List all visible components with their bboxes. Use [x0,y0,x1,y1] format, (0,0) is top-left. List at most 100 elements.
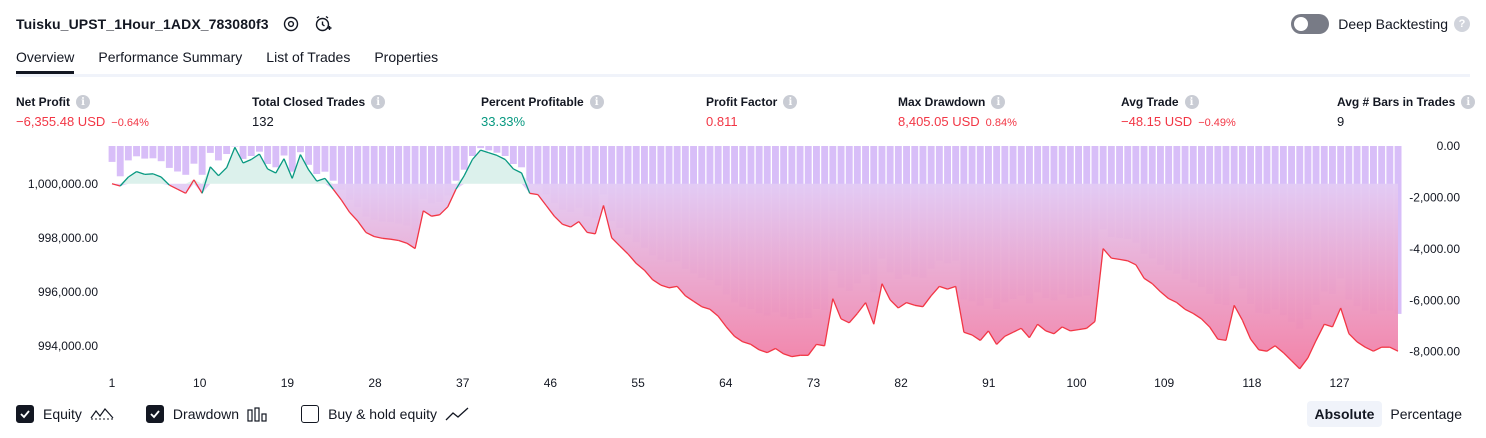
equity-segment [635,262,645,271]
equity-segment [783,353,793,358]
equity-segment [455,175,465,190]
tab-list-of-trades[interactable]: List of Trades [266,49,351,65]
metric-value: 9 [1337,114,1345,129]
equity-segment [1241,319,1252,340]
drawdown-bar [165,146,173,168]
equity-segment [169,184,178,190]
percentage-button[interactable]: Percentage [1390,406,1462,422]
equity-segment [1192,312,1202,320]
drawdown-bar [452,146,460,181]
deep-backtesting-toggle[interactable] [1291,14,1330,34]
metric-value: −48.15 USD [1121,114,1193,129]
absolute-button[interactable]: Absolute [1306,401,1383,427]
tab-properties[interactable]: Properties [374,49,439,65]
drawdown-bar [133,146,140,157]
tab-performance-summary[interactable]: Performance Summary [98,49,243,65]
metric-net-profit: Net Profit i −6,355.48 USD −0.64% [16,94,149,129]
equity-segment [685,295,694,302]
drawdown-bar [239,146,247,159]
equity-segment [742,341,752,346]
equity-segment [1151,283,1161,293]
x-tick-label: 37 [456,376,470,390]
drawdown-checkbox[interactable] [145,405,164,423]
equity-segment [1225,305,1235,341]
equity-segment [930,285,940,297]
drawdown-bar [608,146,616,222]
equity-fill-below [112,183,1398,369]
equity-segment [1004,331,1014,337]
info-icon[interactable]: i [1184,95,1199,109]
metric-value: 132 [252,114,274,129]
metric-label: Avg Trade [1121,95,1179,109]
y-axis-left: 1,000,000.00 998,000.00 996,000.00 994,000.… [28,177,98,353]
drawdown-bar [1394,146,1402,314]
equity-segment [725,326,735,337]
metric-label: Profit Factor [706,95,778,109]
equity-segment [1373,346,1382,352]
drawdown-bar [182,146,190,175]
info-icon[interactable]: i [991,95,1006,109]
drawdown-bar [370,146,378,220]
equity-segment [1102,248,1112,259]
equity-segment [832,298,842,320]
info-icon[interactable]: i [1461,95,1476,109]
equity-segment [1291,360,1301,370]
equity-segment [1127,260,1137,266]
metric-label: Total Closed Trades [252,95,366,109]
equity-segment [496,154,506,161]
info-icon[interactable]: i [371,95,386,109]
buy-hold-legend-icon [445,407,469,421]
equity-segment [1168,298,1178,304]
drawdown-bar [567,146,575,213]
equity-segment [1250,338,1260,351]
equity-option[interactable]: Equity [16,405,114,423]
drawdown-label: Drawdown [172,406,240,422]
equity-segment [1070,328,1079,332]
equity-segment [823,298,834,346]
equity-segment [939,285,948,290]
equity-segment [1045,330,1055,335]
info-icon[interactable]: i [783,95,798,109]
equity-segment [807,344,817,356]
equity-segment [209,166,219,177]
metric-value: −6,355.48 USD [16,114,106,129]
equity-checkbox[interactable] [16,405,34,423]
equity-segment [1348,333,1358,343]
info-icon[interactable]: i [76,95,90,109]
buy-hold-option[interactable]: Buy & hold equity [301,405,469,423]
equity-segment [1160,291,1170,300]
equity-segment [652,279,662,286]
help-icon[interactable]: ? [1454,16,1470,32]
equity-segment [513,168,522,174]
drawdown-bar [264,146,272,164]
buy-hold-checkbox[interactable] [301,405,320,423]
drawdown-bar [198,146,206,175]
equity-drawdown-chart[interactable]: 1,000,000.00 998,000.00 996,000.00 994,000.… [0,140,1486,395]
equity-segment [848,312,858,324]
equity-segment [471,149,482,160]
drawdown-bar [460,146,468,170]
drawdown-bar [206,146,214,153]
tab-overview[interactable]: Overview [16,44,75,74]
settings-icon[interactable] [281,14,301,34]
y-left-tick-label: 994,000.00 [38,339,98,353]
drawdown-bar [583,146,591,217]
drawdown-bar [469,146,476,156]
drawdown-bar [329,146,337,181]
equity-segment [701,306,711,310]
add-alert-icon[interactable] [313,14,333,34]
drawdown-bar [354,146,362,208]
equity-legend-icon [90,408,114,420]
equity-segment [242,158,252,164]
drawdown-bar [116,146,124,177]
equity-segment [947,285,956,290]
equity-segment [1217,338,1227,342]
drawdown-option[interactable]: Drawdown [145,405,269,423]
equity-segment [152,173,162,178]
equity-segment [1299,357,1309,370]
equity-segment [1340,307,1350,334]
equity-segment [1209,326,1219,340]
drawdown-bar [444,146,452,196]
equity-segment [357,220,367,233]
info-icon[interactable]: i [589,95,604,109]
